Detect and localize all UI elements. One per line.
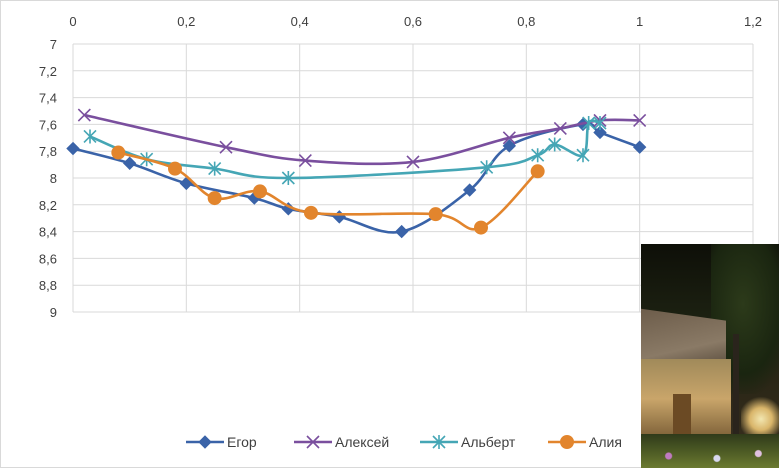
data-point-алексей [77,108,91,122]
data-point-егор [122,156,137,170]
data-point-альберт [281,171,295,185]
legend-label-алия: Алия [589,434,622,450]
x-tick-label: 0 [69,14,76,29]
x-tick-label: 0,4 [291,14,309,29]
data-point-алия [530,164,545,179]
photo-flowers [641,444,779,468]
y-tick-label: 9 [50,305,57,320]
y-tick-label: 8 [50,171,57,186]
data-point-альберт [582,116,596,131]
legend-marker-альберт [432,435,446,449]
y-tick-label: 7,8 [39,144,57,159]
data-point-альберт [480,160,494,175]
data-point-альберт [576,148,590,163]
photo-door [673,394,691,434]
legend-item-алексей: Алексей [294,434,389,450]
data-point-егор [593,125,607,140]
data-point-алексей [406,155,420,169]
data-point-егор [394,224,409,239]
data-point-алексей [298,154,312,168]
data-point-алия [428,207,443,222]
photo-pole [733,334,739,468]
legend-marker-алексей [306,435,320,449]
legend-label-алексей: Алексей [335,434,389,450]
y-tick-label: 8,8 [39,278,57,293]
data-point-алия [168,161,182,176]
legend-item-егор: Егор [186,434,257,450]
y-tick-label: 8,2 [39,198,57,213]
y-tick-label: 7,6 [39,117,57,132]
data-point-алексей [502,131,516,145]
data-point-алексей [553,121,567,135]
series-алия [111,145,545,235]
y-tick-label: 7,2 [39,64,57,79]
data-point-альберт [83,129,97,144]
data-point-алия [253,184,267,199]
legend-label-егор: Егор [227,434,257,450]
data-point-егор [632,140,647,154]
data-point-егор [462,183,477,197]
legend-item-алия: Алия [548,434,622,450]
y-tick-label: 8,4 [39,225,57,240]
data-point-алия [304,205,318,220]
legend-marker-егор [198,435,212,449]
x-tick-label: 0,6 [404,14,422,29]
series-альберт [83,116,607,185]
data-point-альберт [208,161,222,176]
data-point-алексей [633,113,647,127]
x-tick-label: 1 [636,14,643,29]
y-axis-ticks: 7 7,2 7,4 7,6 7,8 8 8,2 8,4 8,6 8,8 9 [39,37,57,320]
data-point-алексей [219,140,233,154]
photo-overlay [641,244,779,468]
series-layer [66,108,647,239]
data-point-алия [111,145,126,160]
data-point-алия [474,220,488,235]
legend-item-альберт: Альберт [420,434,516,450]
data-point-егор [502,139,517,153]
legend: Егор Алексей Альберт Алия [186,434,622,450]
y-tick-label: 7,4 [39,91,57,106]
x-tick-label: 0,8 [517,14,535,29]
data-point-егор [66,141,80,156]
x-axis-ticks: 0 0,2 0,4 0,6 0,8 1 1,2 [69,14,762,29]
x-tick-label: 0,2 [177,14,195,29]
data-point-алия [207,191,222,206]
y-tick-label: 8,6 [39,251,57,266]
data-point-альберт [531,148,545,163]
x-tick-label: 1,2 [744,14,762,29]
legend-marker-алия [560,435,574,449]
data-point-альберт [593,116,607,131]
y-tick-label: 7 [50,37,57,52]
legend-label-альберт: Альберт [461,434,516,450]
data-point-альберт [548,137,562,152]
